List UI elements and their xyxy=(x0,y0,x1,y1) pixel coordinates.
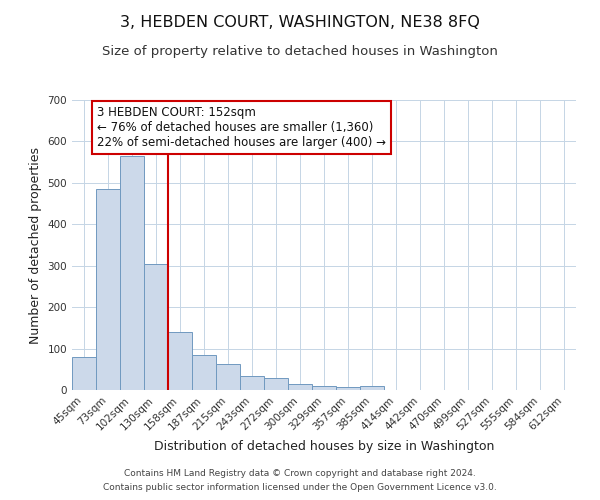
Text: Contains public sector information licensed under the Open Government Licence v3: Contains public sector information licen… xyxy=(103,484,497,492)
Bar xyxy=(144,264,168,390)
Bar xyxy=(120,156,144,390)
Bar xyxy=(72,357,96,390)
Bar xyxy=(360,386,384,390)
Bar xyxy=(312,386,336,390)
Bar xyxy=(336,386,360,390)
Bar xyxy=(192,355,216,390)
X-axis label: Distribution of detached houses by size in Washington: Distribution of detached houses by size … xyxy=(154,440,494,453)
Bar xyxy=(288,384,312,390)
Bar xyxy=(216,364,240,390)
Text: Contains HM Land Registry data © Crown copyright and database right 2024.: Contains HM Land Registry data © Crown c… xyxy=(124,468,476,477)
Text: 3 HEBDEN COURT: 152sqm
← 76% of detached houses are smaller (1,360)
22% of semi-: 3 HEBDEN COURT: 152sqm ← 76% of detached… xyxy=(97,106,386,149)
Bar xyxy=(96,189,120,390)
Text: Size of property relative to detached houses in Washington: Size of property relative to detached ho… xyxy=(102,45,498,58)
Y-axis label: Number of detached properties: Number of detached properties xyxy=(29,146,42,344)
Bar xyxy=(264,378,288,390)
Text: 3, HEBDEN COURT, WASHINGTON, NE38 8FQ: 3, HEBDEN COURT, WASHINGTON, NE38 8FQ xyxy=(120,15,480,30)
Bar xyxy=(240,376,264,390)
Bar xyxy=(168,332,192,390)
